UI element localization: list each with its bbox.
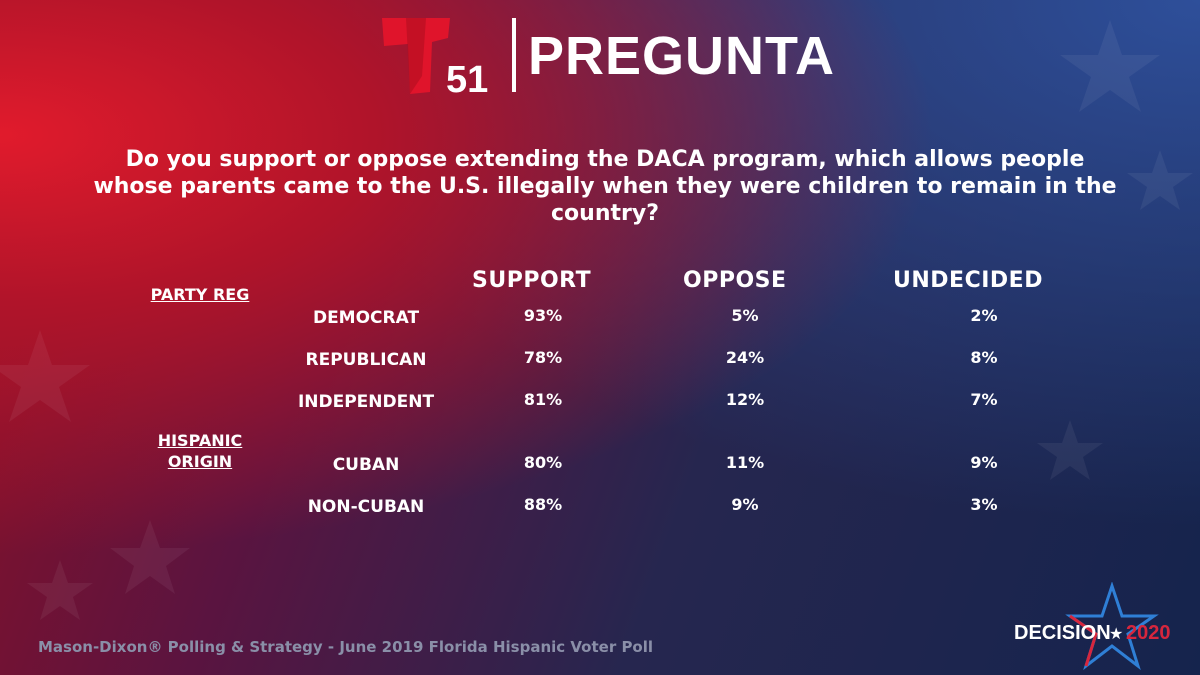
table-cell: 12% [725,390,765,409]
logo-divider [512,18,516,92]
column-header-oppose: OPPOSE [683,268,787,293]
decision-2020-badge: DECISION ★ 2020 [1014,582,1171,671]
star-icon: ★ [1109,624,1123,643]
row-label-cuban: CUBAN [332,455,400,475]
group-label-origin: HISPANIC ORIGIN [157,431,243,471]
table-cell: 7% [970,390,998,409]
group-label-party: PARTY REG [150,285,250,304]
table-cell: 80% [523,453,563,472]
table-cell: 11% [725,453,765,472]
badge-star-outline [1065,582,1159,671]
row-label-republican: REPUBLICAN [305,350,427,370]
table-cell: 78% [523,348,563,367]
row-label-independent: INDEPENDENT [297,392,435,412]
table-cell: 81% [523,390,563,409]
badge-word: DECISION [1014,622,1111,644]
telemundo-51-logo: 51 [382,18,488,96]
logo-number: 51 [446,59,488,96]
table-cell: 24% [725,348,765,367]
row-label-democrat: DEMOCRAT [312,308,420,328]
badge-year: 2020 [1126,622,1171,644]
source-footer: Mason-Dixon® Polling & Strategy - June 2… [38,638,654,656]
table-cell: 88% [523,495,563,514]
page-title: PREGUNTA [528,26,836,86]
row-label-non-cuban: NON-CUBAN [307,497,425,517]
table-cell: 93% [523,306,563,325]
table-cell: 2% [970,306,998,325]
table-cell: 5% [731,306,759,325]
table-cell: 9% [731,495,759,514]
table-cell: 9% [970,453,998,472]
column-header-undecided: UNDECIDED [893,268,1043,293]
table-cell: 8% [970,348,998,367]
column-header-support: SUPPORT [472,268,592,293]
table-cell: 3% [970,495,998,514]
poll-question: Do you support or oppose extending the D… [93,147,1117,226]
